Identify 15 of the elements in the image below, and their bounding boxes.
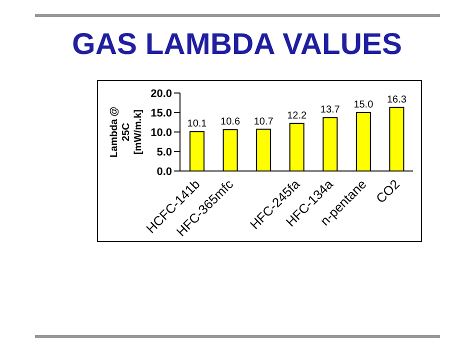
y-tick-label: 10.0 [150,126,172,139]
data-label: 16.3 [386,94,407,106]
data-label: 13.7 [320,104,340,116]
chart-title: GAS LAMBDA VALUES [71,28,403,62]
x-tick-label: CO2 [372,176,402,206]
data-label: 10.1 [187,118,208,130]
data-label: 15.0 [354,100,374,110]
y-tick-label: 5.0 [156,146,172,158]
y-tick-label: 20.0 [150,88,172,100]
data-label: 10.7 [254,116,274,128]
data-label: 12.2 [287,110,308,122]
y-axis-title: Lambda @ 25C [mW/m.k] [109,106,144,158]
y-tick-label: 0.0 [156,166,172,178]
data-label: 10.6 [220,116,240,128]
y-tick-label: 15.0 [150,107,172,120]
